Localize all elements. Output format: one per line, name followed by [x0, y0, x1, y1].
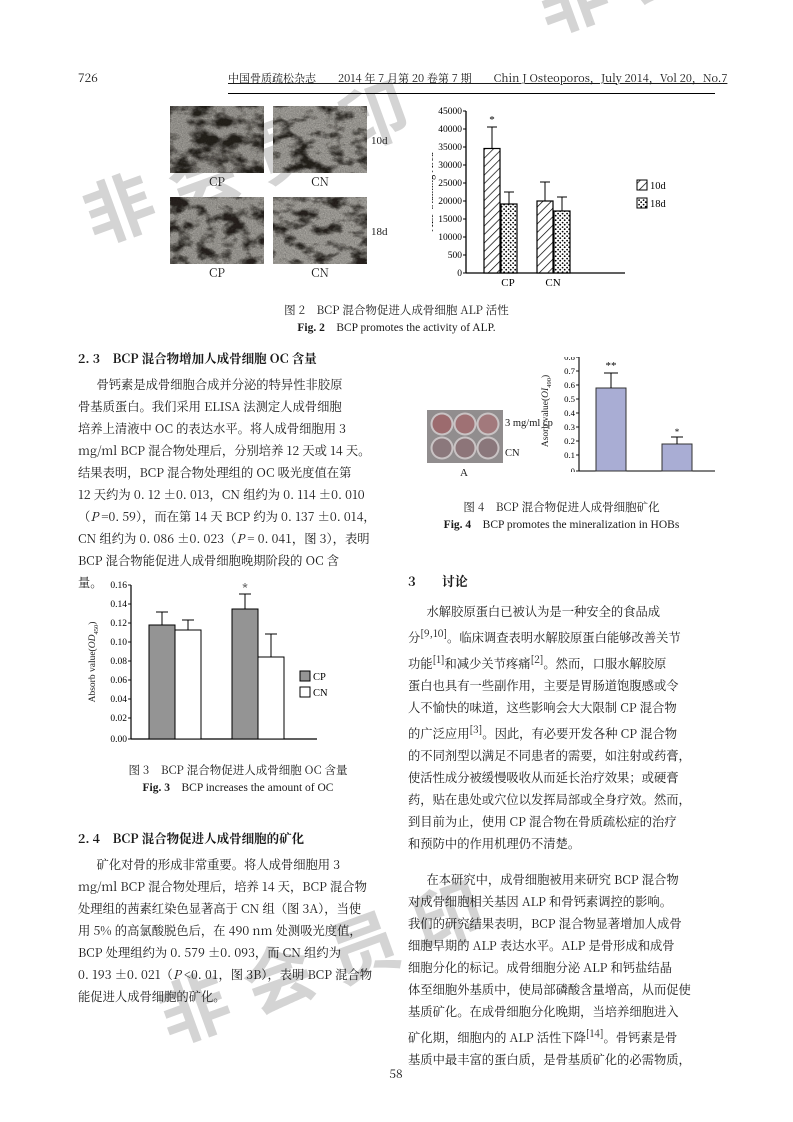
svg-text:15000: 15000: [438, 215, 462, 225]
svg-text:0.10: 0.10: [110, 638, 127, 648]
svg-text:CP: CP: [501, 277, 514, 289]
svg-text:*: *: [242, 580, 248, 596]
svg-text:0.2: 0.2: [564, 436, 575, 446]
svg-text:0.02: 0.02: [110, 714, 127, 724]
svg-text:0.12: 0.12: [110, 619, 127, 629]
svg-text:500: 500: [448, 251, 463, 261]
svg-text:0.6: 0.6: [564, 380, 576, 390]
svg-text:0.1: 0.1: [564, 450, 575, 460]
svg-text:35000: 35000: [438, 143, 462, 153]
svg-text:10000: 10000: [438, 233, 462, 243]
svg-text:10d: 10d: [650, 181, 667, 192]
svg-text:CN: CN: [545, 277, 560, 289]
svg-text:CN: CN: [313, 688, 328, 699]
svg-text:25000: 25000: [438, 179, 462, 189]
svg-text:0.7: 0.7: [564, 366, 576, 376]
svg-text:20000: 20000: [438, 197, 462, 207]
svg-text:30000: 30000: [438, 161, 462, 171]
svg-text:0.16: 0.16: [110, 581, 127, 591]
svg-text:*: *: [675, 427, 680, 437]
svg-text:0: 0: [457, 269, 462, 279]
svg-text:40000: 40000: [438, 125, 462, 135]
svg-text:0.00: 0.00: [110, 735, 127, 743]
svg-text:0.3: 0.3: [564, 422, 575, 432]
svg-text:18d: 18d: [650, 199, 667, 210]
svg-text:0.4: 0.4: [564, 408, 576, 418]
svg-text:0.04: 0.04: [110, 695, 127, 705]
svg-text:**: **: [606, 360, 617, 372]
svg-text:0.06: 0.06: [110, 676, 127, 686]
svg-text:ALP Staining Area: ALP Staining Area: [432, 152, 436, 232]
svg-text:0.8: 0.8: [564, 357, 576, 362]
svg-text:0.08: 0.08: [110, 657, 127, 667]
svg-text:0.5: 0.5: [564, 394, 575, 404]
svg-text:0: 0: [571, 466, 576, 472]
svg-text:0.14: 0.14: [110, 600, 127, 610]
svg-text:CP: CP: [313, 672, 326, 683]
svg-text:45000: 45000: [438, 107, 462, 117]
svg-text:*: *: [489, 114, 495, 126]
